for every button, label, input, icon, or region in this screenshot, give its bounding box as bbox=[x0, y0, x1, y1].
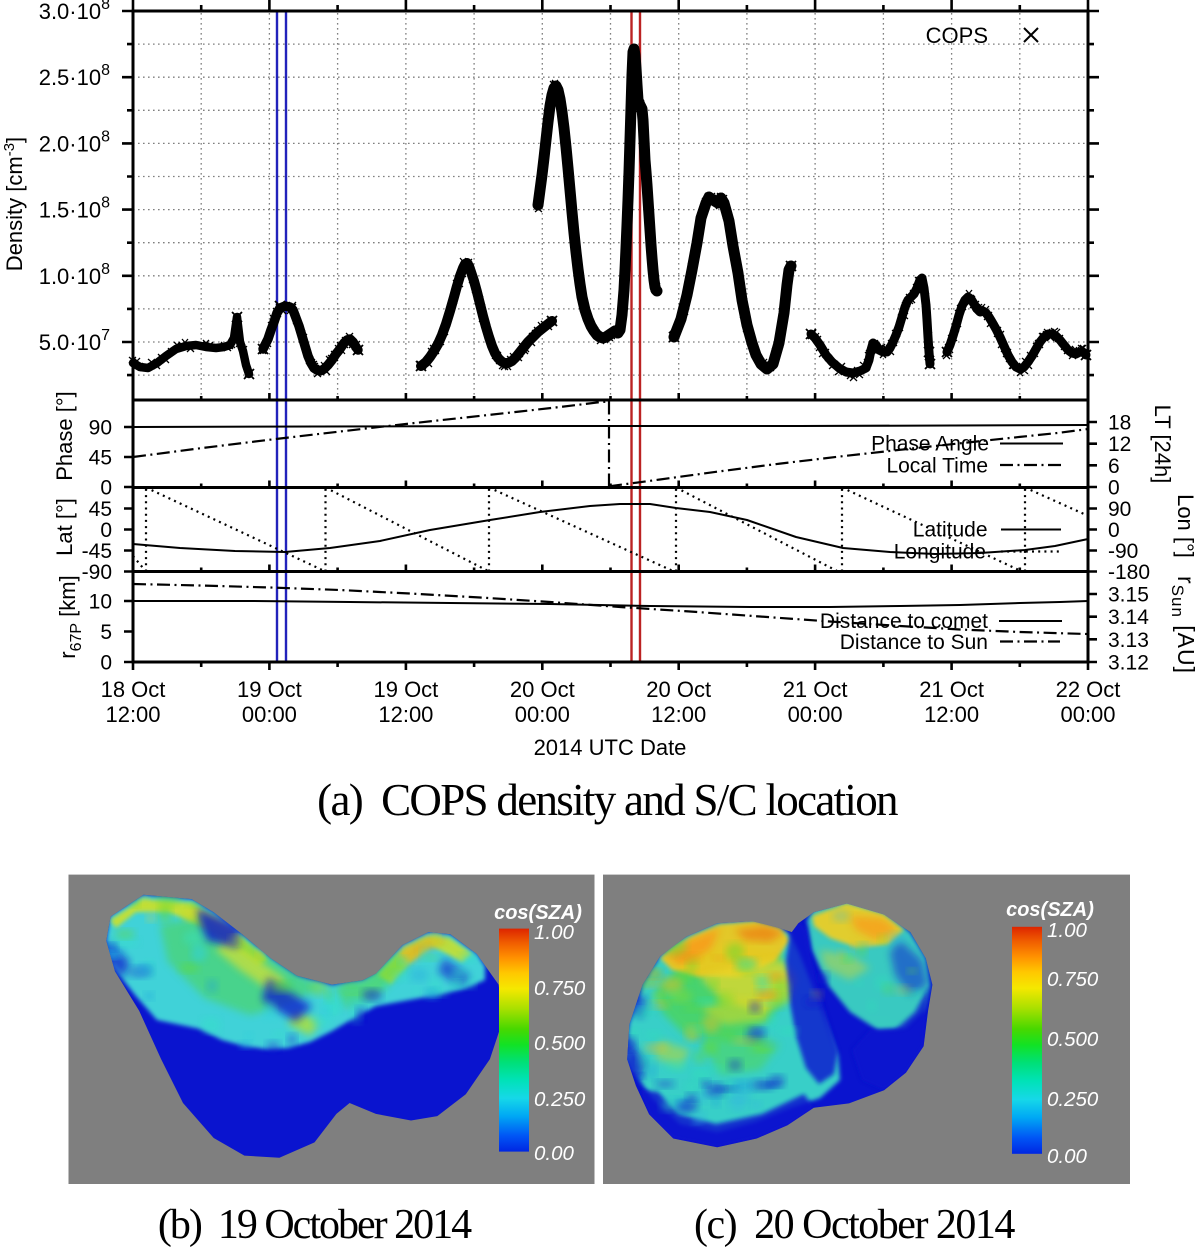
svg-text:-90: -90 bbox=[1108, 540, 1138, 563]
svg-text:Distance to comet: Distance to comet bbox=[820, 610, 988, 633]
svg-text:0.250: 0.250 bbox=[534, 1088, 586, 1111]
svg-text:5: 5 bbox=[100, 621, 112, 644]
svg-text:20 Oct: 20 Oct bbox=[510, 677, 575, 702]
svg-text:cos(SZA): cos(SZA) bbox=[1006, 899, 1094, 921]
svg-text:5.0·107: 5.0·107 bbox=[39, 327, 110, 355]
svg-text:90: 90 bbox=[89, 417, 112, 440]
svg-text:3.13: 3.13 bbox=[1108, 629, 1149, 652]
svg-text:2.0·108: 2.0·108 bbox=[39, 128, 110, 156]
svg-text:3.15: 3.15 bbox=[1108, 584, 1149, 607]
svg-text:(b) 19 October 2014: (b) 19 October 2014 bbox=[158, 1202, 472, 1247]
svg-text:90: 90 bbox=[1108, 498, 1131, 521]
svg-text:Distance to Sun: Distance to Sun bbox=[840, 631, 988, 654]
svg-text:Latitude: Latitude bbox=[913, 519, 988, 542]
svg-text:10: 10 bbox=[89, 591, 112, 614]
svg-text:cos(SZA): cos(SZA) bbox=[494, 902, 582, 924]
svg-text:19 Oct: 19 Oct bbox=[237, 677, 302, 702]
svg-text:21 Oct: 21 Oct bbox=[919, 677, 984, 702]
svg-text:00:00: 00:00 bbox=[1060, 702, 1115, 727]
svg-text:45: 45 bbox=[89, 498, 112, 521]
svg-text:-45: -45 bbox=[82, 540, 112, 563]
svg-text:1.0·108: 1.0·108 bbox=[39, 261, 110, 289]
svg-text:12:00: 12:00 bbox=[924, 702, 979, 727]
svg-text:0.00: 0.00 bbox=[1047, 1145, 1087, 1168]
svg-text:00:00: 00:00 bbox=[242, 702, 297, 727]
svg-text:0.750: 0.750 bbox=[534, 977, 586, 1000]
svg-text:Local Time: Local Time bbox=[886, 455, 988, 478]
svg-text:0: 0 bbox=[1108, 477, 1120, 500]
svg-text:21 Oct: 21 Oct bbox=[783, 677, 848, 702]
svg-text:0.00: 0.00 bbox=[534, 1142, 574, 1165]
svg-text:(a) COPS density and S/C loca: (a) COPS density and S/C location bbox=[317, 775, 898, 825]
svg-text:(c) 20 October 2014: (c) 20 October 2014 bbox=[694, 1202, 1015, 1247]
svg-text:00:00: 00:00 bbox=[515, 702, 570, 727]
svg-text:0.500: 0.500 bbox=[534, 1032, 586, 1055]
svg-text:12:00: 12:00 bbox=[378, 702, 433, 727]
svg-text:0.250: 0.250 bbox=[1047, 1088, 1099, 1111]
svg-text:22 Oct: 22 Oct bbox=[1056, 677, 1121, 702]
svg-text:12:00: 12:00 bbox=[651, 702, 706, 727]
svg-text:1.00: 1.00 bbox=[534, 921, 574, 944]
svg-text:2.5·108: 2.5·108 bbox=[39, 62, 110, 90]
svg-text:12: 12 bbox=[1108, 433, 1131, 456]
svg-text:0: 0 bbox=[100, 519, 112, 542]
svg-text:18 Oct: 18 Oct bbox=[101, 677, 166, 702]
svg-text:18: 18 bbox=[1108, 412, 1131, 435]
svg-text:0.500: 0.500 bbox=[1047, 1028, 1099, 1051]
svg-text:3.0·108: 3.0·108 bbox=[39, 0, 110, 24]
svg-text:Density [cm-3]: Density [cm-3] bbox=[1, 137, 27, 271]
svg-text:-90: -90 bbox=[82, 561, 112, 584]
svg-text:-180: -180 bbox=[1108, 561, 1150, 584]
svg-text:20 Oct: 20 Oct bbox=[646, 677, 711, 702]
svg-text:19 Oct: 19 Oct bbox=[373, 677, 438, 702]
svg-text:2014 UTC Date: 2014 UTC Date bbox=[534, 735, 687, 760]
svg-text:Phase Angle: Phase Angle bbox=[871, 433, 989, 456]
svg-text:LT [24h]: LT [24h] bbox=[1150, 405, 1175, 484]
svg-text:Longitude: Longitude bbox=[894, 541, 986, 564]
svg-text:0: 0 bbox=[100, 652, 112, 675]
svg-text:1.5·108: 1.5·108 bbox=[39, 195, 110, 223]
svg-text:00:00: 00:00 bbox=[788, 702, 843, 727]
svg-text:0: 0 bbox=[100, 477, 112, 500]
svg-text:45: 45 bbox=[89, 447, 112, 470]
svg-text:0.750: 0.750 bbox=[1047, 968, 1099, 991]
svg-text:3.14: 3.14 bbox=[1108, 606, 1149, 629]
svg-text:12:00: 12:00 bbox=[105, 702, 160, 727]
svg-text:Lat [°]: Lat [°] bbox=[52, 498, 77, 556]
svg-text:COPS: COPS bbox=[926, 23, 988, 48]
svg-text:0: 0 bbox=[1108, 519, 1120, 542]
svg-text:Lon [°]: Lon [°] bbox=[1173, 494, 1198, 558]
svg-text:Phase [°]: Phase [°] bbox=[52, 391, 77, 481]
svg-text:1.00: 1.00 bbox=[1047, 919, 1087, 942]
svg-text:3.12: 3.12 bbox=[1108, 652, 1149, 675]
svg-text:6: 6 bbox=[1108, 455, 1120, 478]
